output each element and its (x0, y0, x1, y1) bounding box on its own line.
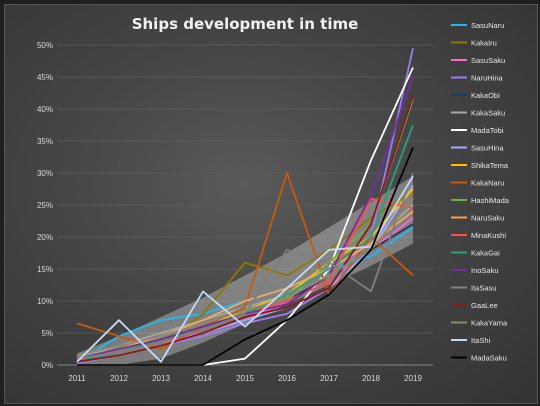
legend-entry: MadaSaku (471, 354, 507, 363)
legend-entry: InoSaku (471, 266, 499, 275)
x-tick-label: 2015 (236, 374, 254, 383)
legend-entry: SasuSaku (471, 56, 505, 65)
x-tick-label: 2013 (152, 374, 170, 383)
y-tick-label: 45% (37, 73, 53, 82)
legend: SasuNaru KakaIru SasuSaku NaruHina KakaObi Ka… (451, 21, 510, 363)
chart-canvas: 0% 5% 10% 15% 20% 25% 30% 35% 40% 45% 50% 2011 2012 2… (37, 21, 510, 383)
legend-entry: SasuHina (471, 144, 504, 153)
legend-entry: ShikaTema (471, 161, 509, 170)
gridlines (57, 44, 433, 366)
range-band (77, 176, 413, 365)
legend-entry: ItaSasu (471, 284, 496, 293)
legend-entry: KakaNaru (471, 179, 504, 188)
range-band-area (77, 176, 413, 365)
series-line-kakanaru (76, 172, 414, 350)
legend-entry: MadaTobi (471, 126, 504, 135)
x-tick-label: 2012 (110, 374, 128, 383)
y-tick-label: 50% (37, 41, 53, 50)
series-lines (76, 48, 414, 366)
y-tick-label: 25% (37, 201, 53, 210)
chart-area: Ships development in time 0% 5% 10% 15% 20% 2… (4, 4, 538, 404)
series-line-narusaku (76, 210, 414, 360)
legend-entry: KakaGai (471, 249, 500, 258)
y-tick-label: 10% (37, 297, 53, 306)
y-tick-label: 30% (37, 169, 53, 178)
legend-entry: HashiMada (471, 196, 510, 205)
legend-entry: GaaLee (471, 301, 498, 310)
axis-labels: 0% 5% 10% 15% 20% 25% 30% 35% 40% 45% 50% 2011 2012 2… (37, 41, 422, 383)
y-tick-label: 15% (37, 265, 53, 274)
x-tick-label: 2011 (68, 374, 86, 383)
legend-entry: NaruHina (471, 74, 504, 83)
legend-entry: NaruSaku (471, 214, 504, 223)
legend-entry: KakaSaku (471, 109, 505, 118)
legend-entry: KakaIru (471, 39, 497, 48)
legend-entry: KakaObi (471, 91, 500, 100)
legend-entry: MinaKushi (471, 231, 506, 240)
y-tick-label: 40% (37, 105, 53, 114)
x-tick-label: 2018 (362, 374, 380, 383)
series-line-gaalee (76, 95, 414, 363)
series-line-kakayama (76, 198, 414, 357)
series-line-itashi (76, 175, 414, 363)
y-tick-label: 20% (37, 233, 53, 242)
legend-entry: SasuNaru (471, 21, 504, 30)
x-tick-label: 2019 (404, 374, 422, 383)
series-line-madasaku (77, 147, 414, 366)
x-tick-label: 2014 (194, 374, 212, 383)
y-tick-label: 0% (41, 361, 53, 370)
legend-entry: ItaShi (471, 336, 491, 345)
x-tick-label: 2016 (278, 374, 296, 383)
legend-entry: KakaYama (471, 319, 508, 328)
x-tick-label: 2017 (320, 374, 338, 383)
y-tick-label: 5% (41, 329, 53, 338)
y-tick-label: 35% (37, 137, 53, 146)
chart-title: Ships development in time (131, 15, 359, 33)
series-line-itasasu (76, 172, 414, 360)
